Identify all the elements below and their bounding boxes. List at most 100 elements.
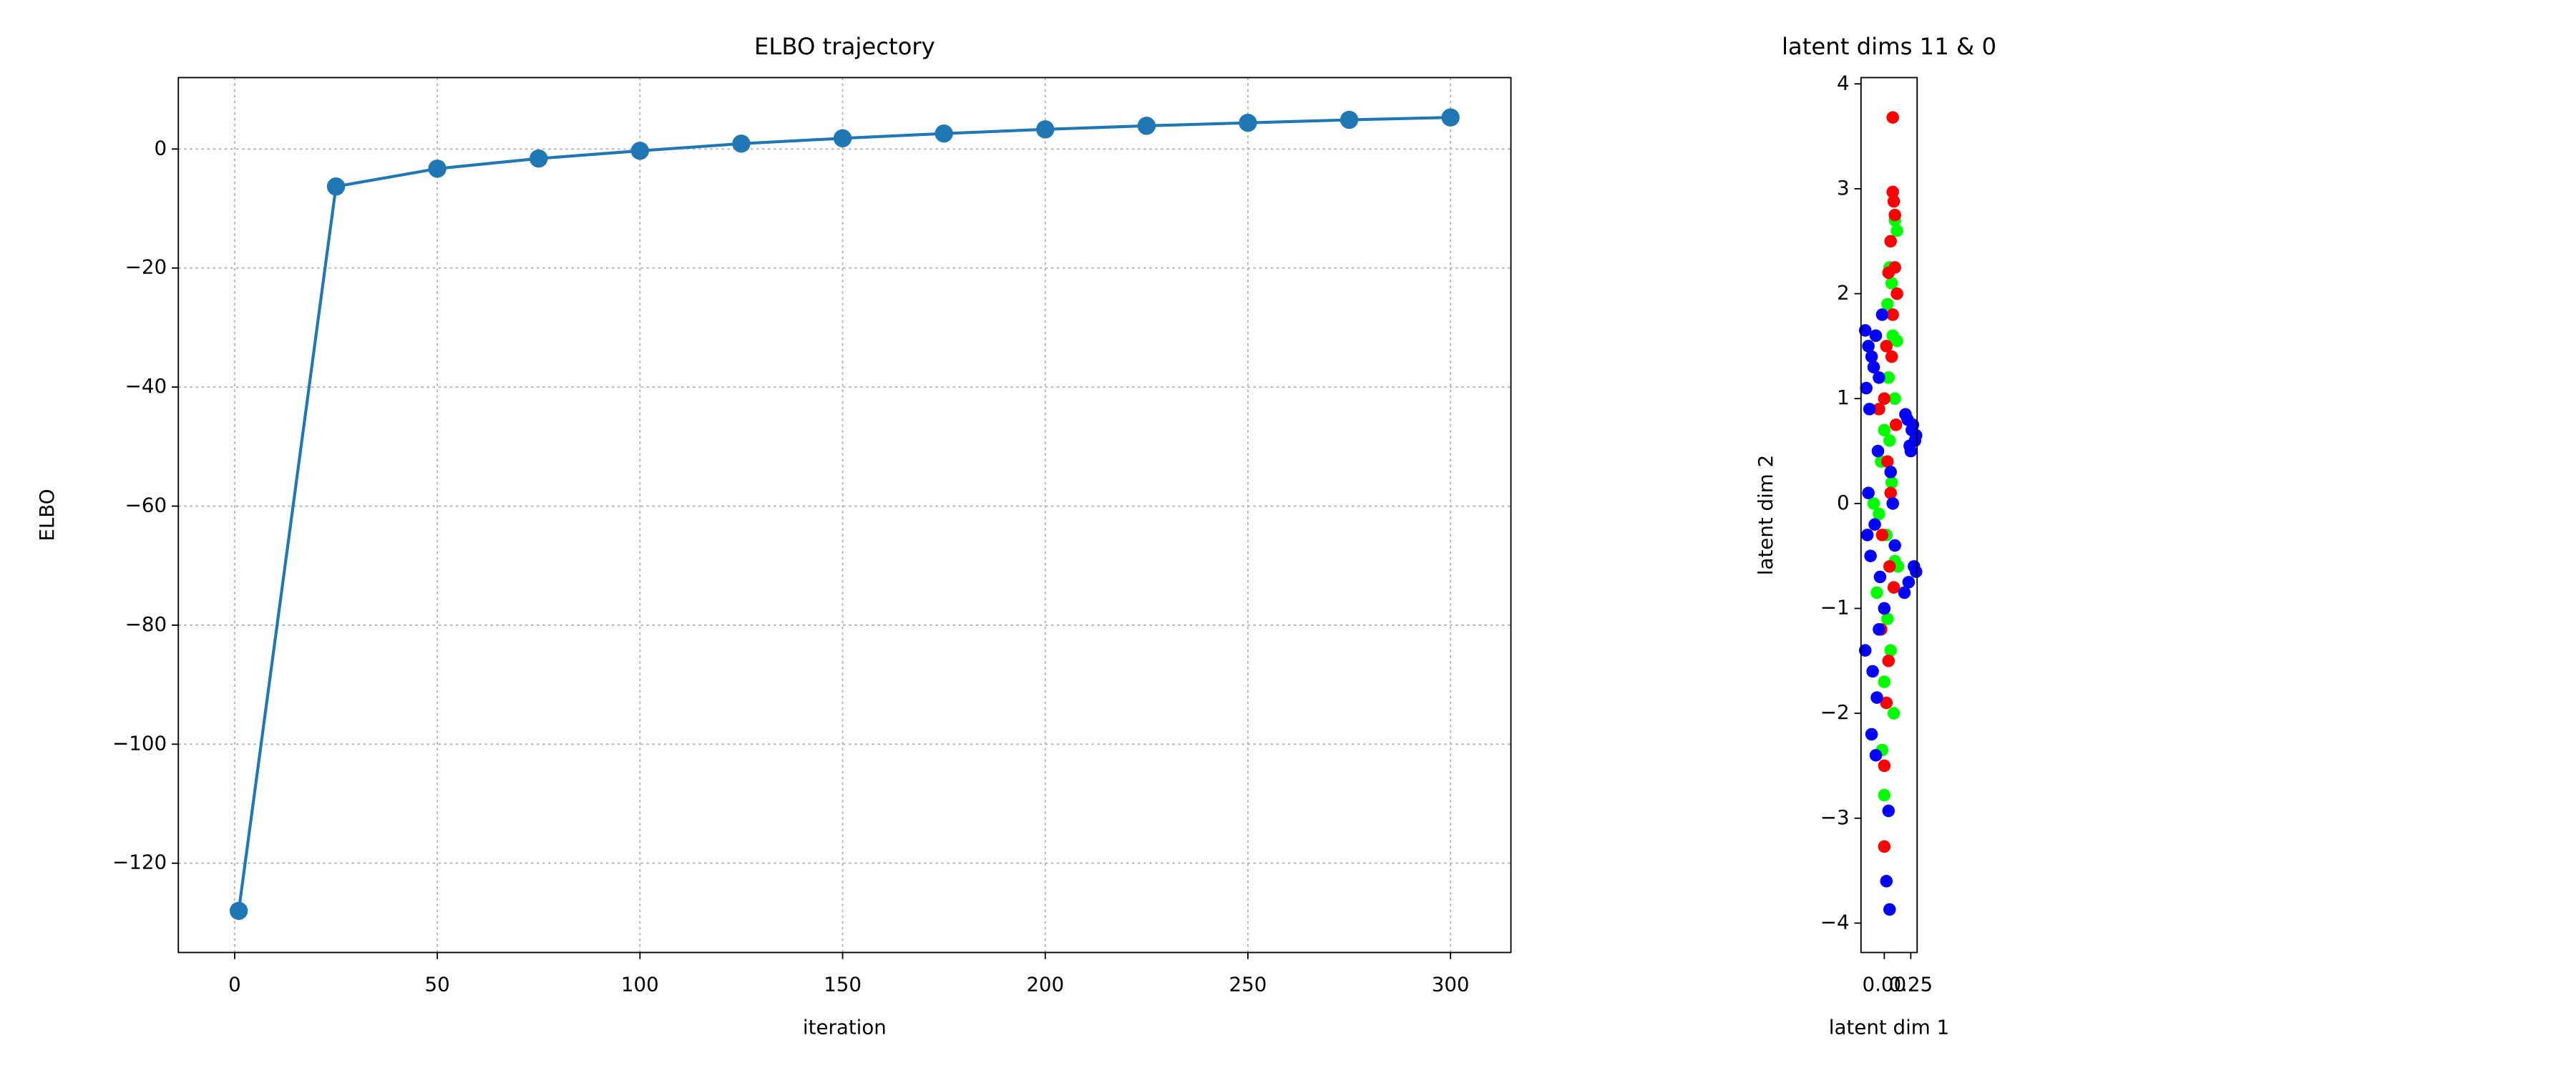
- point: [1887, 195, 1901, 208]
- point: [1878, 759, 1891, 773]
- point: [1890, 224, 1903, 237]
- point: [1899, 408, 1912, 421]
- point: [1887, 707, 1901, 720]
- point: [1441, 108, 1460, 127]
- point: [1873, 623, 1885, 636]
- point: [1902, 576, 1916, 589]
- point: [1886, 329, 1899, 342]
- point: [1869, 329, 1883, 342]
- point: [1865, 350, 1878, 363]
- y-tick-label: −2: [1820, 700, 1850, 724]
- point: [1873, 507, 1885, 521]
- point: [1862, 486, 1875, 499]
- point: [1137, 117, 1156, 135]
- point: [1883, 903, 1896, 916]
- point: [1884, 644, 1897, 657]
- point: [1878, 788, 1891, 802]
- y-tick-label: 4: [1837, 71, 1850, 94]
- y-tick-label: −60: [125, 494, 167, 517]
- point: [1875, 529, 1889, 542]
- point: [428, 160, 447, 178]
- y-tick-label: −4: [1820, 910, 1850, 934]
- point: [1882, 371, 1896, 384]
- chart-title: latent dims 11 & 0: [1782, 33, 1996, 60]
- point: [1873, 403, 1885, 416]
- point: [1884, 235, 1897, 248]
- point: [1904, 444, 1918, 458]
- x-tick-label: 250: [1229, 973, 1267, 996]
- x-tick-label: 200: [1026, 973, 1064, 996]
- point: [1873, 570, 1887, 584]
- point: [1881, 612, 1894, 625]
- point: [1886, 497, 1899, 510]
- x-axis-label: iteration: [803, 1016, 887, 1039]
- point: [1884, 466, 1897, 479]
- point: [1883, 434, 1896, 447]
- y-tick-label: −120: [112, 851, 167, 874]
- x-tick-label: 0.25: [1889, 973, 1933, 996]
- point: [1878, 392, 1891, 405]
- point: [1883, 560, 1896, 573]
- y-tick-label: −20: [125, 255, 167, 279]
- point: [1906, 418, 1920, 431]
- point: [229, 901, 248, 920]
- point: [1340, 110, 1359, 129]
- point: [1886, 111, 1899, 124]
- point: [1880, 875, 1893, 888]
- y-tick-label: 2: [1837, 281, 1850, 305]
- point: [1882, 804, 1896, 818]
- x-tick-label: 50: [425, 973, 450, 996]
- point: [630, 142, 650, 160]
- point: [1886, 308, 1899, 321]
- point: [1875, 308, 1889, 321]
- point: [1889, 418, 1903, 431]
- point: [1868, 518, 1881, 531]
- point: [1881, 298, 1894, 310]
- point: [1886, 185, 1899, 199]
- chart-title: ELBO trajectory: [754, 33, 935, 60]
- point: [1888, 208, 1901, 222]
- y-tick-label: −40: [125, 374, 167, 398]
- x-axis-label: latent dim 1: [1829, 1016, 1949, 1039]
- point: [1888, 539, 1901, 552]
- y-tick-label: 3: [1837, 176, 1850, 200]
- point: [1898, 586, 1911, 599]
- point: [1866, 665, 1879, 678]
- y-tick-label: −100: [112, 731, 167, 755]
- point: [1880, 340, 1893, 353]
- point: [1884, 486, 1897, 499]
- point: [1864, 549, 1877, 562]
- y-tick-label: −3: [1820, 805, 1850, 829]
- point: [732, 134, 751, 153]
- point: [326, 177, 346, 196]
- y-tick-label: 0: [154, 136, 167, 160]
- y-tick-label: 0: [1837, 491, 1850, 514]
- point: [1881, 455, 1894, 468]
- point: [1878, 675, 1891, 688]
- point: [1885, 476, 1898, 489]
- x-tick-label: 0.00: [1863, 973, 1907, 996]
- point: [1888, 392, 1901, 405]
- point: [1885, 277, 1898, 290]
- point: [1909, 428, 1923, 442]
- point: [1863, 403, 1876, 416]
- x-tick-label: 100: [621, 973, 659, 996]
- point: [833, 129, 852, 148]
- point: [1860, 529, 1874, 542]
- point: [1887, 581, 1901, 594]
- y-tick-label: −1: [1820, 596, 1850, 619]
- point: [935, 124, 953, 143]
- point: [1882, 266, 1896, 280]
- point: [1869, 749, 1883, 762]
- point: [1871, 444, 1885, 458]
- point: [1870, 691, 1883, 704]
- point: [1862, 340, 1875, 353]
- y-tick-label: 1: [1837, 386, 1850, 409]
- point: [1878, 602, 1891, 615]
- x-tick-label: 300: [1432, 973, 1470, 996]
- y-axis-label: latent dim 2: [1754, 455, 1777, 575]
- point: [1878, 840, 1891, 853]
